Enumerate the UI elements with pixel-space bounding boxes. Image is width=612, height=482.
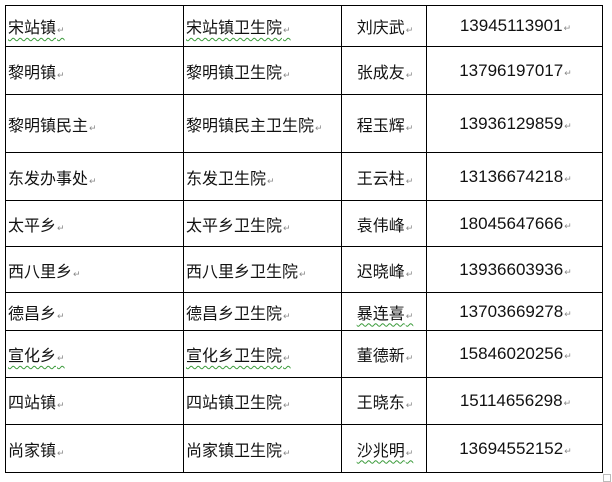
phone-cell: 13703669278: [426, 292, 603, 331]
name-cell-text: 暴连喜: [357, 304, 414, 323]
phone-cell: 18045647666: [426, 200, 603, 247]
town-cell: 宣化乡: [5, 330, 184, 378]
hospital-cell-text: 宋站镇卫生院: [186, 18, 291, 37]
town-cell-text: 东发办事处: [8, 169, 97, 188]
name-cell-text: 刘庆武: [357, 18, 414, 37]
name-cell-text: 袁伟峰: [357, 216, 414, 235]
phone-cell-text: 18045647666: [459, 214, 572, 233]
hospital-cell: 太平乡卫生院: [183, 200, 342, 247]
town-cell: 东发办事处: [5, 152, 184, 201]
town-cell-text: 德昌乡: [8, 304, 65, 323]
phone-cell-text: 13936129859: [459, 114, 572, 133]
town-cell: 四站镇: [5, 377, 184, 425]
hospital-cell-text: 宣化乡卫生院: [186, 346, 291, 365]
town-cell-text: 四站镇: [8, 393, 65, 412]
town-cell: 黎明镇民主: [5, 94, 184, 153]
name-cell: 袁伟峰: [341, 200, 427, 247]
name-cell-text: 张成友: [357, 63, 414, 82]
town-cell-text: 太平乡: [8, 216, 65, 235]
phone-cell-text: 13796197017: [459, 61, 572, 80]
name-cell-text: 程玉辉: [357, 116, 414, 135]
phone-cell: 13136674218: [426, 152, 603, 201]
town-cell: 黎明镇: [5, 46, 184, 95]
town-cell: 尚家镇: [5, 424, 184, 473]
hospital-cell-text: 德昌乡卫生院: [186, 304, 291, 323]
name-cell: 沙兆明: [341, 424, 427, 473]
name-cell: 王云柱: [341, 152, 427, 201]
table-row: 尚家镇 尚家镇卫生院 沙兆明 13694552152: [5, 424, 603, 473]
name-cell: 张成友: [341, 46, 427, 95]
town-cell-text: 黎明镇: [8, 63, 65, 82]
town-cell-text: 黎明镇民主: [8, 116, 97, 135]
phone-cell-text: 13703669278: [459, 302, 572, 321]
table-row: 太平乡 太平乡卫生院 袁伟峰 18045647666: [5, 200, 603, 247]
hospital-cell: 四站镇卫生院: [183, 377, 342, 425]
hospital-cell: 宋站镇卫生院: [183, 5, 342, 47]
phone-cell: 13936603936: [426, 246, 603, 293]
town-cell-text: 宣化乡: [8, 346, 65, 365]
hospital-cell-text: 黎明镇卫生院: [186, 63, 291, 82]
name-cell-text: 沙兆明: [357, 441, 414, 460]
table-row: 西八里乡 西八里乡卫生院 迟晓峰 13936603936: [5, 246, 603, 293]
phone-cell: 15114656298: [426, 377, 603, 425]
name-cell: 程玉辉: [341, 94, 427, 153]
hospital-cell-text: 西八里乡卫生院: [186, 262, 307, 281]
town-cell: 德昌乡: [5, 292, 184, 331]
phone-cell-text: 15846020256: [459, 344, 572, 363]
phone-cell: 15846020256: [426, 330, 603, 378]
name-cell-text: 迟晓峰: [357, 262, 414, 281]
hospital-cell-text: 黎明镇民主卫生院: [186, 116, 323, 135]
table-row: 东发办事处 东发卫生院 王云柱 13136674218: [5, 152, 603, 201]
table-row: 宋站镇 宋站镇卫生院 刘庆武 13945113901: [5, 5, 603, 47]
town-cell: 西八里乡: [5, 246, 184, 293]
table-row: 黎明镇民主 黎明镇民主卫生院 程玉辉 13936129859: [5, 94, 603, 153]
phone-cell-text: 13694552152: [459, 439, 572, 458]
name-cell: 迟晓峰: [341, 246, 427, 293]
hospital-cell: 西八里乡卫生院: [183, 246, 342, 293]
name-cell-text: 董德新: [357, 346, 414, 365]
table-row: 德昌乡 德昌乡卫生院 暴连喜 13703669278: [5, 292, 603, 331]
town-cell-text: 宋站镇: [8, 18, 65, 37]
town-cell: 宋站镇: [5, 5, 184, 47]
town-cell: 太平乡: [5, 200, 184, 247]
hospital-cell: 尚家镇卫生院: [183, 424, 342, 473]
hospital-cell-text: 东发卫生院: [186, 169, 275, 188]
phone-cell: 13936129859: [426, 94, 603, 153]
phone-cell: 13796197017: [426, 46, 603, 95]
phone-cell: 13694552152: [426, 424, 603, 473]
table-row: 黎明镇 黎明镇卫生院 张成友 13796197017: [5, 46, 603, 95]
phone-cell-text: 15114656298: [460, 391, 571, 410]
name-cell: 王晓东: [341, 377, 427, 425]
name-cell: 暴连喜: [341, 292, 427, 331]
hospital-cell-text: 尚家镇卫生院: [186, 441, 291, 460]
hospital-cell-text: 四站镇卫生院: [186, 393, 291, 412]
table-end-marker: [603, 474, 611, 482]
phone-cell: 13945113901: [426, 5, 603, 47]
name-cell: 刘庆武: [341, 5, 427, 47]
phone-cell-text: 13936603936: [459, 260, 572, 279]
name-cell-text: 王云柱: [357, 169, 414, 188]
name-cell: 董德新: [341, 330, 427, 378]
town-cell-text: 西八里乡: [8, 262, 81, 281]
hospital-cell: 宣化乡卫生院: [183, 330, 342, 378]
table-row: 宣化乡 宣化乡卫生院 董德新 15846020256: [5, 330, 603, 378]
name-cell-text: 王晓东: [357, 393, 414, 412]
contact-table: 宋站镇 宋站镇卫生院 刘庆武 13945113901 黎明镇 黎明镇卫生院 张成友 13796…: [5, 5, 603, 473]
hospital-cell: 黎明镇卫生院: [183, 46, 342, 95]
table-row: 四站镇 四站镇卫生院 王晓东 15114656298: [5, 377, 603, 425]
hospital-cell: 德昌乡卫生院: [183, 292, 342, 331]
hospital-cell-text: 太平乡卫生院: [186, 216, 291, 235]
hospital-cell: 东发卫生院: [183, 152, 342, 201]
phone-cell-text: 13945113901: [460, 16, 571, 35]
hospital-cell: 黎明镇民主卫生院: [183, 94, 342, 153]
phone-cell-text: 13136674218: [459, 167, 572, 186]
town-cell-text: 尚家镇: [8, 441, 65, 460]
